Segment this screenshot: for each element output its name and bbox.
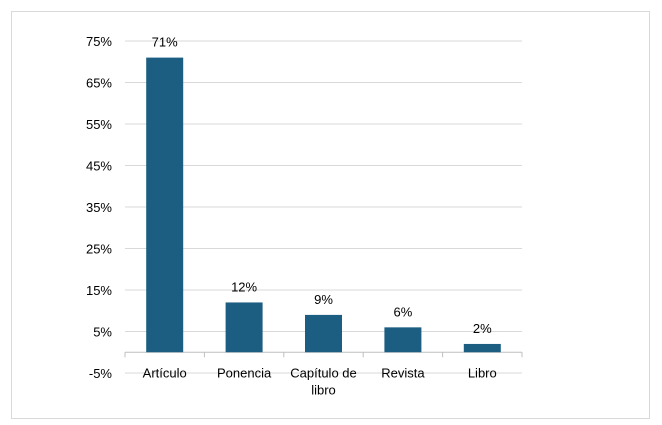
bar — [225, 302, 263, 353]
y-tick-label: 65% — [86, 76, 112, 91]
y-tick-label: 5% — [93, 325, 112, 340]
data-labels: 71% 12% 9% 6% 2% — [152, 35, 492, 336]
y-tick-label: -5% — [89, 366, 113, 381]
bar — [384, 327, 422, 353]
data-label: 71% — [152, 35, 178, 50]
x-tick-label: Ponencia — [217, 365, 272, 380]
data-label: 9% — [314, 292, 333, 307]
y-tick-label: 55% — [86, 117, 112, 132]
category-labels: Artículo Ponencia Capítulo de libro Revista L… — [143, 365, 497, 397]
y-tick-label: 15% — [86, 283, 112, 298]
bar — [305, 314, 342, 353]
y-axis-tick-labels: -5% 5% 15% 25% 35% 45% 55% 65% 75% — [86, 34, 112, 381]
bar — [146, 57, 184, 353]
data-label: 6% — [394, 304, 413, 319]
data-label: 2% — [473, 321, 492, 336]
x-tick-label: Revista — [381, 365, 425, 380]
bars — [146, 57, 501, 353]
x-axis — [124, 351, 523, 358]
x-tick-label: Capítulo de libro — [290, 365, 357, 397]
bar — [463, 343, 501, 353]
y-tick-label: 35% — [86, 200, 112, 215]
gridlines — [125, 40, 522, 374]
data-label: 12% — [231, 279, 257, 294]
y-tick-label: 45% — [86, 159, 112, 174]
y-tick-label: 75% — [86, 34, 112, 49]
x-tick-label: Libro — [468, 365, 497, 380]
y-tick-label: 25% — [86, 242, 112, 257]
x-tick-label: Artículo — [143, 365, 187, 380]
